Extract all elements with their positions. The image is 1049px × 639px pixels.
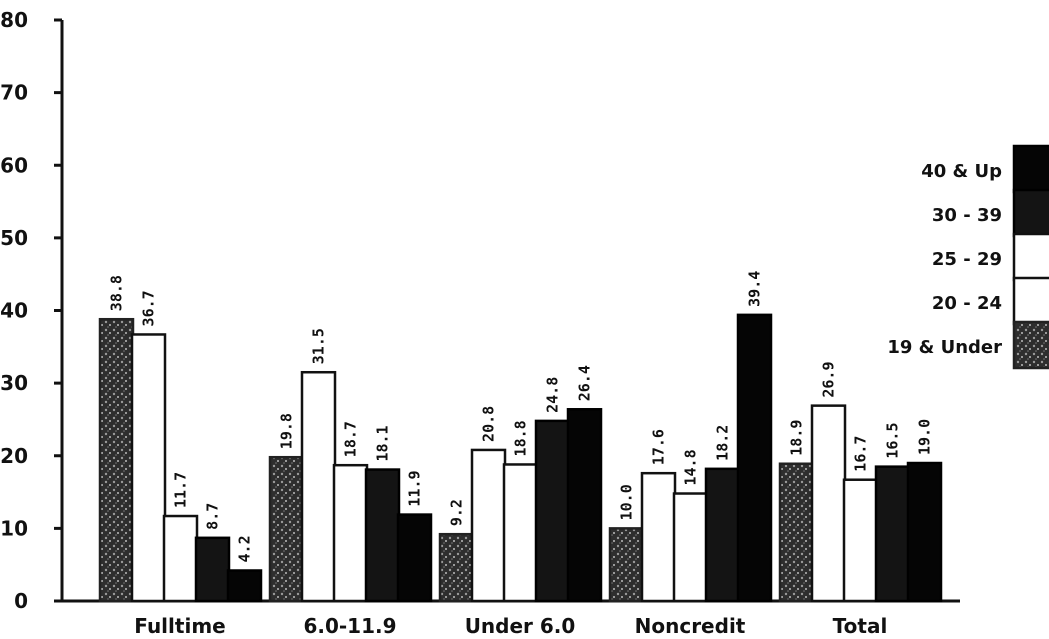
bar-30-39 <box>874 465 911 603</box>
y-tick-label: 40 <box>0 299 28 323</box>
legend-label: 30 - 39 <box>932 205 1002 226</box>
data-label: 18.7 <box>342 421 360 457</box>
bar-19-under <box>268 455 305 603</box>
bar-25-29 <box>672 492 709 603</box>
y-tick-label: 20 <box>0 444 28 468</box>
bar-30-39 <box>364 468 401 603</box>
legend-label: 25 - 29 <box>932 249 1002 270</box>
data-label: 19.8 <box>278 413 296 449</box>
bar-30-39 <box>194 536 231 603</box>
data-label: 19.0 <box>916 419 934 455</box>
data-label: 16.5 <box>884 423 902 459</box>
legend-label: 40 & Up <box>921 161 1002 182</box>
category-label: Total <box>833 614 888 638</box>
legend-label: 19 & Under <box>887 337 1002 358</box>
data-label: 18.2 <box>714 425 732 461</box>
y-tick-label: 60 <box>0 153 28 177</box>
data-label: 9.2 <box>448 499 466 526</box>
bar-30-39 <box>534 419 571 603</box>
bar-20-24 <box>640 471 677 603</box>
data-label: 39.4 <box>746 271 764 307</box>
data-label: 8.7 <box>204 503 222 530</box>
bar-25-29 <box>842 478 879 603</box>
bar-20-24 <box>810 404 847 603</box>
bar-25-29 <box>162 514 199 603</box>
data-label: 11.7 <box>172 472 190 508</box>
category-label: Fulltime <box>134 614 225 638</box>
bars <box>98 313 943 603</box>
data-label: 18.1 <box>374 425 392 461</box>
bar-25-29 <box>502 463 539 603</box>
y-tick-label: 10 <box>0 516 28 540</box>
data-label: 16.7 <box>852 436 870 472</box>
bar-30-39 <box>704 467 741 603</box>
category-label: 6.0-11.9 <box>303 614 396 638</box>
data-label: 17.6 <box>650 429 668 465</box>
data-label: 38.8 <box>108 275 126 311</box>
y-tick-label: 30 <box>0 371 28 395</box>
y-tick-label: 50 <box>0 226 28 250</box>
legend-swatch <box>1012 144 1049 194</box>
bar-20-24 <box>470 448 507 603</box>
data-label: 26.9 <box>820 362 838 398</box>
bar-40-up <box>906 461 943 603</box>
data-label: 18.8 <box>512 420 530 456</box>
data-labels: 38.8 36.7 11.7 8.7 4.2 19.8 31.5 18.7 18.1 11.9 9.… <box>108 271 934 563</box>
data-label: 4.2 <box>236 535 254 562</box>
data-label: 14.8 <box>682 449 700 485</box>
data-label: 10.0 <box>618 484 636 520</box>
data-label: 26.4 <box>576 365 594 401</box>
data-label: 31.5 <box>310 328 328 364</box>
data-label: 36.7 <box>140 290 158 326</box>
legend-swatch <box>1012 232 1049 282</box>
legend-label: 20 - 24 <box>932 293 1002 314</box>
data-label: 11.9 <box>406 470 424 506</box>
bar-40-up <box>226 569 263 603</box>
legend-swatch <box>1012 276 1049 326</box>
bar-40-up <box>396 513 433 603</box>
bar-19-under <box>438 532 475 603</box>
legend-swatch <box>1012 188 1049 238</box>
y-tick-label: 80 <box>0 8 28 32</box>
legend-swatch <box>1012 320 1049 370</box>
y-tick-label: 70 <box>0 81 28 105</box>
bar-19-under <box>778 462 815 603</box>
y-tick-label: 0 <box>14 589 28 613</box>
category-label: Under 6.0 <box>465 614 576 638</box>
bar-20-24 <box>130 333 167 603</box>
legend: 40 & Up 30 - 39 25 - 29 20 - 24 19 & Under <box>887 144 1049 370</box>
data-label: 20.8 <box>480 406 498 442</box>
bar-19-under <box>98 317 135 603</box>
category-label: Noncredit <box>635 614 746 638</box>
bar-40-up <box>566 408 603 603</box>
category-labels: Fulltime 6.0-11.9 Under 6.0 Noncredit Total <box>134 614 887 638</box>
data-label: 24.8 <box>544 377 562 413</box>
data-label: 18.9 <box>788 420 806 456</box>
bar-20-24 <box>300 370 337 603</box>
bar-25-29 <box>332 463 369 603</box>
bar-19-under <box>608 527 645 603</box>
bar-40-up <box>736 313 773 603</box>
